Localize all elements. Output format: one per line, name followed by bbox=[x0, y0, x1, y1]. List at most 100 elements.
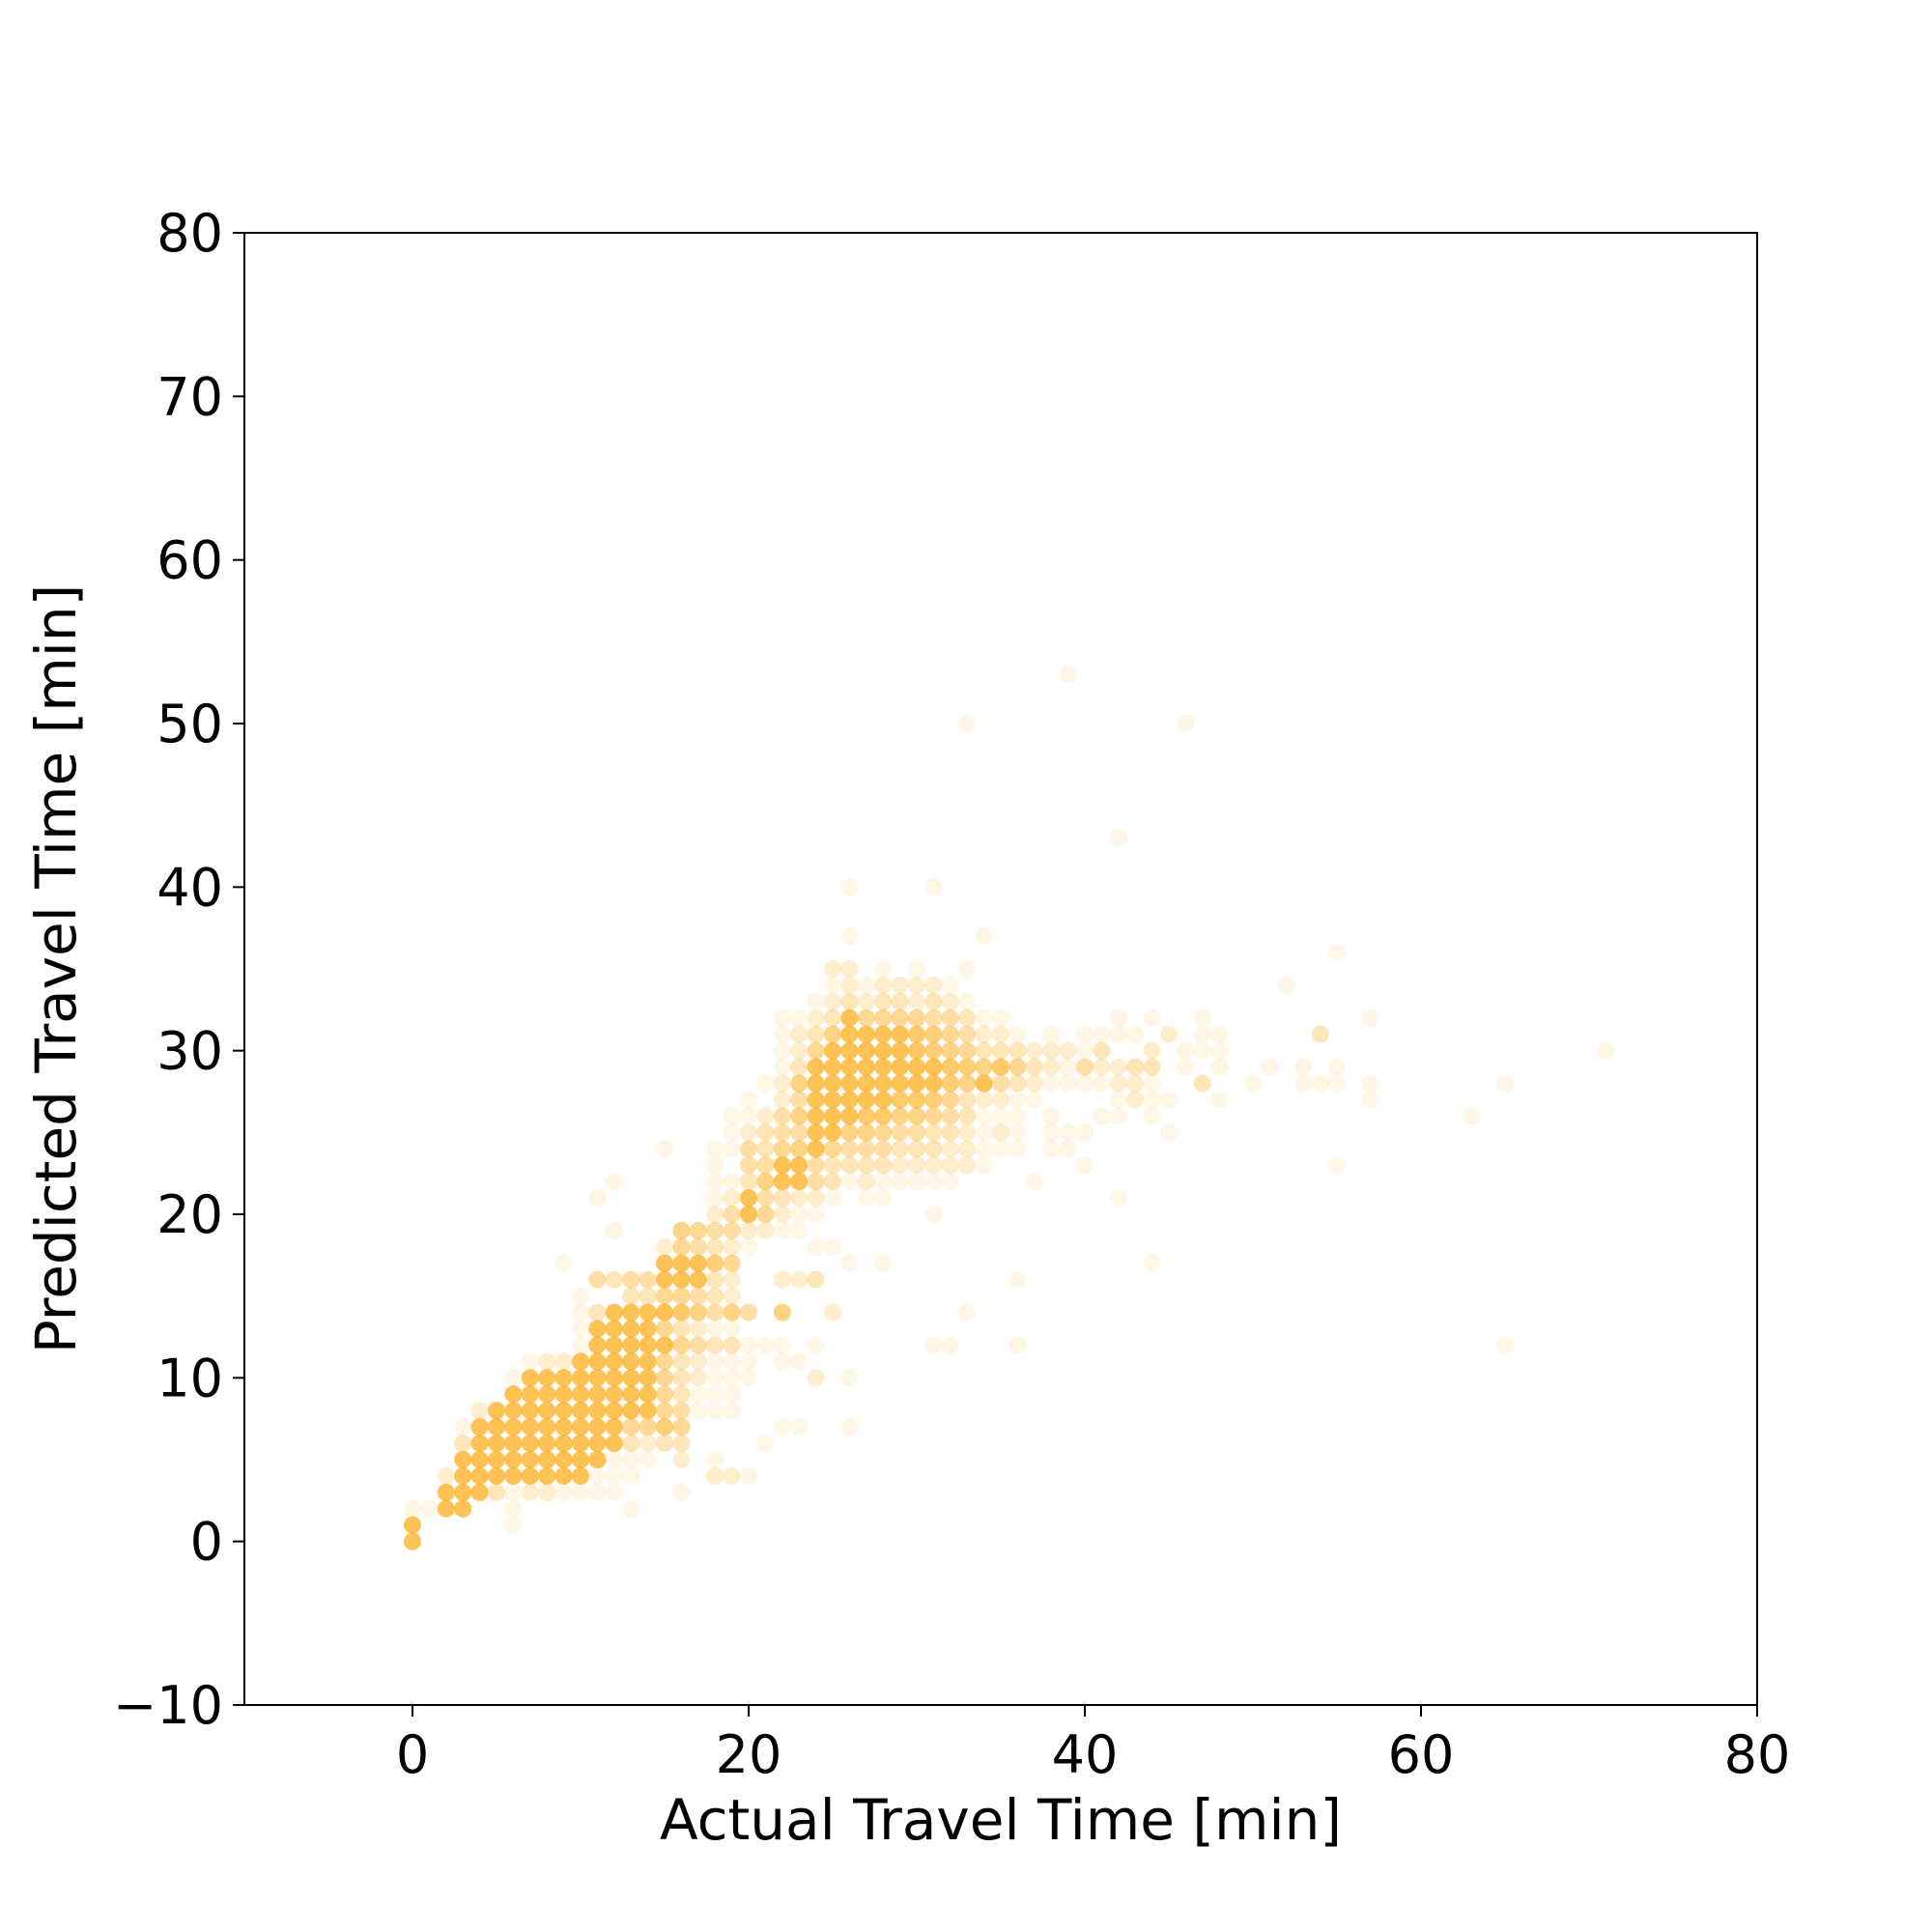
scatter-point bbox=[891, 1009, 909, 1027]
scatter-point bbox=[891, 1009, 909, 1027]
scatter-point bbox=[588, 1352, 607, 1371]
scatter-point bbox=[605, 1435, 623, 1453]
scatter-point bbox=[857, 1091, 875, 1109]
scatter-point bbox=[588, 1369, 607, 1387]
scatter-point bbox=[807, 1369, 825, 1387]
scatter-point bbox=[740, 1189, 757, 1208]
scatter-point bbox=[588, 1418, 607, 1436]
scatter-point bbox=[807, 1058, 825, 1076]
scatter-point bbox=[488, 1418, 505, 1436]
scatter-point bbox=[538, 1466, 556, 1485]
scatter-point bbox=[639, 1352, 657, 1371]
scatter-point bbox=[689, 1237, 707, 1256]
scatter-point bbox=[824, 1107, 841, 1125]
scatter-point bbox=[639, 1402, 657, 1420]
scatter-point bbox=[992, 1091, 1009, 1109]
scatter-point bbox=[672, 1402, 691, 1420]
scatter-point bbox=[588, 1466, 607, 1485]
scatter-point bbox=[454, 1483, 472, 1501]
scatter-point bbox=[554, 1402, 573, 1420]
scatter-point bbox=[605, 1303, 623, 1321]
scatter-point bbox=[656, 1352, 673, 1371]
scatter-point bbox=[992, 1107, 1009, 1125]
scatter-point bbox=[588, 1320, 607, 1338]
scatter-point bbox=[740, 1206, 757, 1223]
scatter-point bbox=[588, 1336, 607, 1354]
scatter-point bbox=[588, 1418, 607, 1436]
scatter-point bbox=[756, 1173, 775, 1191]
scatter-point bbox=[488, 1483, 505, 1501]
scatter-point bbox=[874, 1025, 893, 1043]
scatter-point bbox=[656, 1303, 673, 1321]
scatter-point bbox=[689, 1402, 707, 1420]
scatter-point bbox=[723, 1107, 741, 1125]
scatter-point bbox=[723, 1385, 741, 1404]
scatter-point bbox=[941, 1156, 959, 1175]
scatter-point bbox=[538, 1385, 556, 1404]
scatter-point bbox=[470, 1483, 489, 1501]
scatter-point bbox=[588, 1369, 607, 1387]
scatter-point bbox=[908, 1123, 925, 1142]
scatter-point bbox=[672, 1352, 691, 1371]
scatter-point bbox=[488, 1451, 505, 1468]
scatter-point bbox=[521, 1451, 539, 1468]
scatter-point bbox=[891, 1025, 909, 1043]
scatter-point bbox=[756, 1156, 775, 1175]
scatter-point bbox=[1042, 1058, 1061, 1076]
scatter-point bbox=[639, 1270, 657, 1289]
scatter-point bbox=[958, 1091, 977, 1109]
scatter-point bbox=[672, 1402, 691, 1420]
scatter-point bbox=[1009, 1025, 1027, 1043]
scatter-point bbox=[554, 1402, 573, 1420]
scatter-point bbox=[958, 1074, 977, 1093]
scatter-point bbox=[521, 1466, 539, 1485]
scatter-point bbox=[941, 1058, 959, 1076]
scatter-point bbox=[958, 1074, 977, 1093]
scatter-point bbox=[992, 1123, 1009, 1142]
scatter-point bbox=[924, 1074, 943, 1093]
scatter-point bbox=[639, 1320, 657, 1338]
scatter-point bbox=[924, 1156, 943, 1175]
scatter-point bbox=[807, 1107, 825, 1125]
scatter-point bbox=[941, 1025, 959, 1043]
scatter-point bbox=[790, 1058, 809, 1076]
scatter-point bbox=[605, 1418, 623, 1436]
scatter-point bbox=[470, 1418, 489, 1436]
scatter-point bbox=[572, 1435, 589, 1453]
scatter-point bbox=[1025, 1058, 1043, 1076]
scatter-point bbox=[1076, 1041, 1094, 1060]
scatter-point bbox=[975, 1091, 993, 1109]
scatter-point bbox=[622, 1320, 640, 1338]
scatter-point bbox=[554, 1435, 573, 1453]
scatter-point bbox=[572, 1402, 589, 1420]
scatter-point bbox=[807, 1107, 825, 1125]
scatter-point bbox=[572, 1418, 589, 1436]
scatter-point bbox=[790, 1140, 809, 1158]
scatter-point bbox=[454, 1466, 472, 1485]
scatter-point bbox=[538, 1402, 556, 1420]
scatter-point bbox=[891, 1074, 909, 1093]
scatter-point bbox=[639, 1287, 657, 1305]
scatter-point bbox=[622, 1336, 640, 1354]
scatter-point bbox=[588, 1385, 607, 1404]
scatter-point bbox=[874, 1107, 893, 1125]
scatter-point bbox=[454, 1483, 472, 1501]
scatter-point bbox=[672, 1221, 691, 1239]
scatter-point bbox=[504, 1402, 523, 1420]
scatter-point bbox=[874, 1041, 893, 1060]
scatter-point bbox=[538, 1451, 556, 1468]
scatter-point bbox=[992, 1058, 1009, 1076]
scatter-point bbox=[874, 1009, 893, 1027]
scatter-point bbox=[639, 1418, 657, 1436]
scatter-point bbox=[824, 1058, 841, 1076]
scatter-point bbox=[824, 1074, 841, 1093]
scatter-point bbox=[924, 992, 943, 1010]
scatter-point bbox=[840, 1041, 859, 1060]
scatter-point bbox=[639, 1336, 657, 1354]
scatter-point bbox=[470, 1418, 489, 1436]
scatter-point bbox=[790, 1123, 809, 1142]
scatter-point bbox=[908, 1074, 925, 1093]
scatter-point bbox=[538, 1435, 556, 1453]
scatter-point bbox=[622, 1369, 640, 1387]
scatter-point bbox=[706, 1221, 724, 1239]
